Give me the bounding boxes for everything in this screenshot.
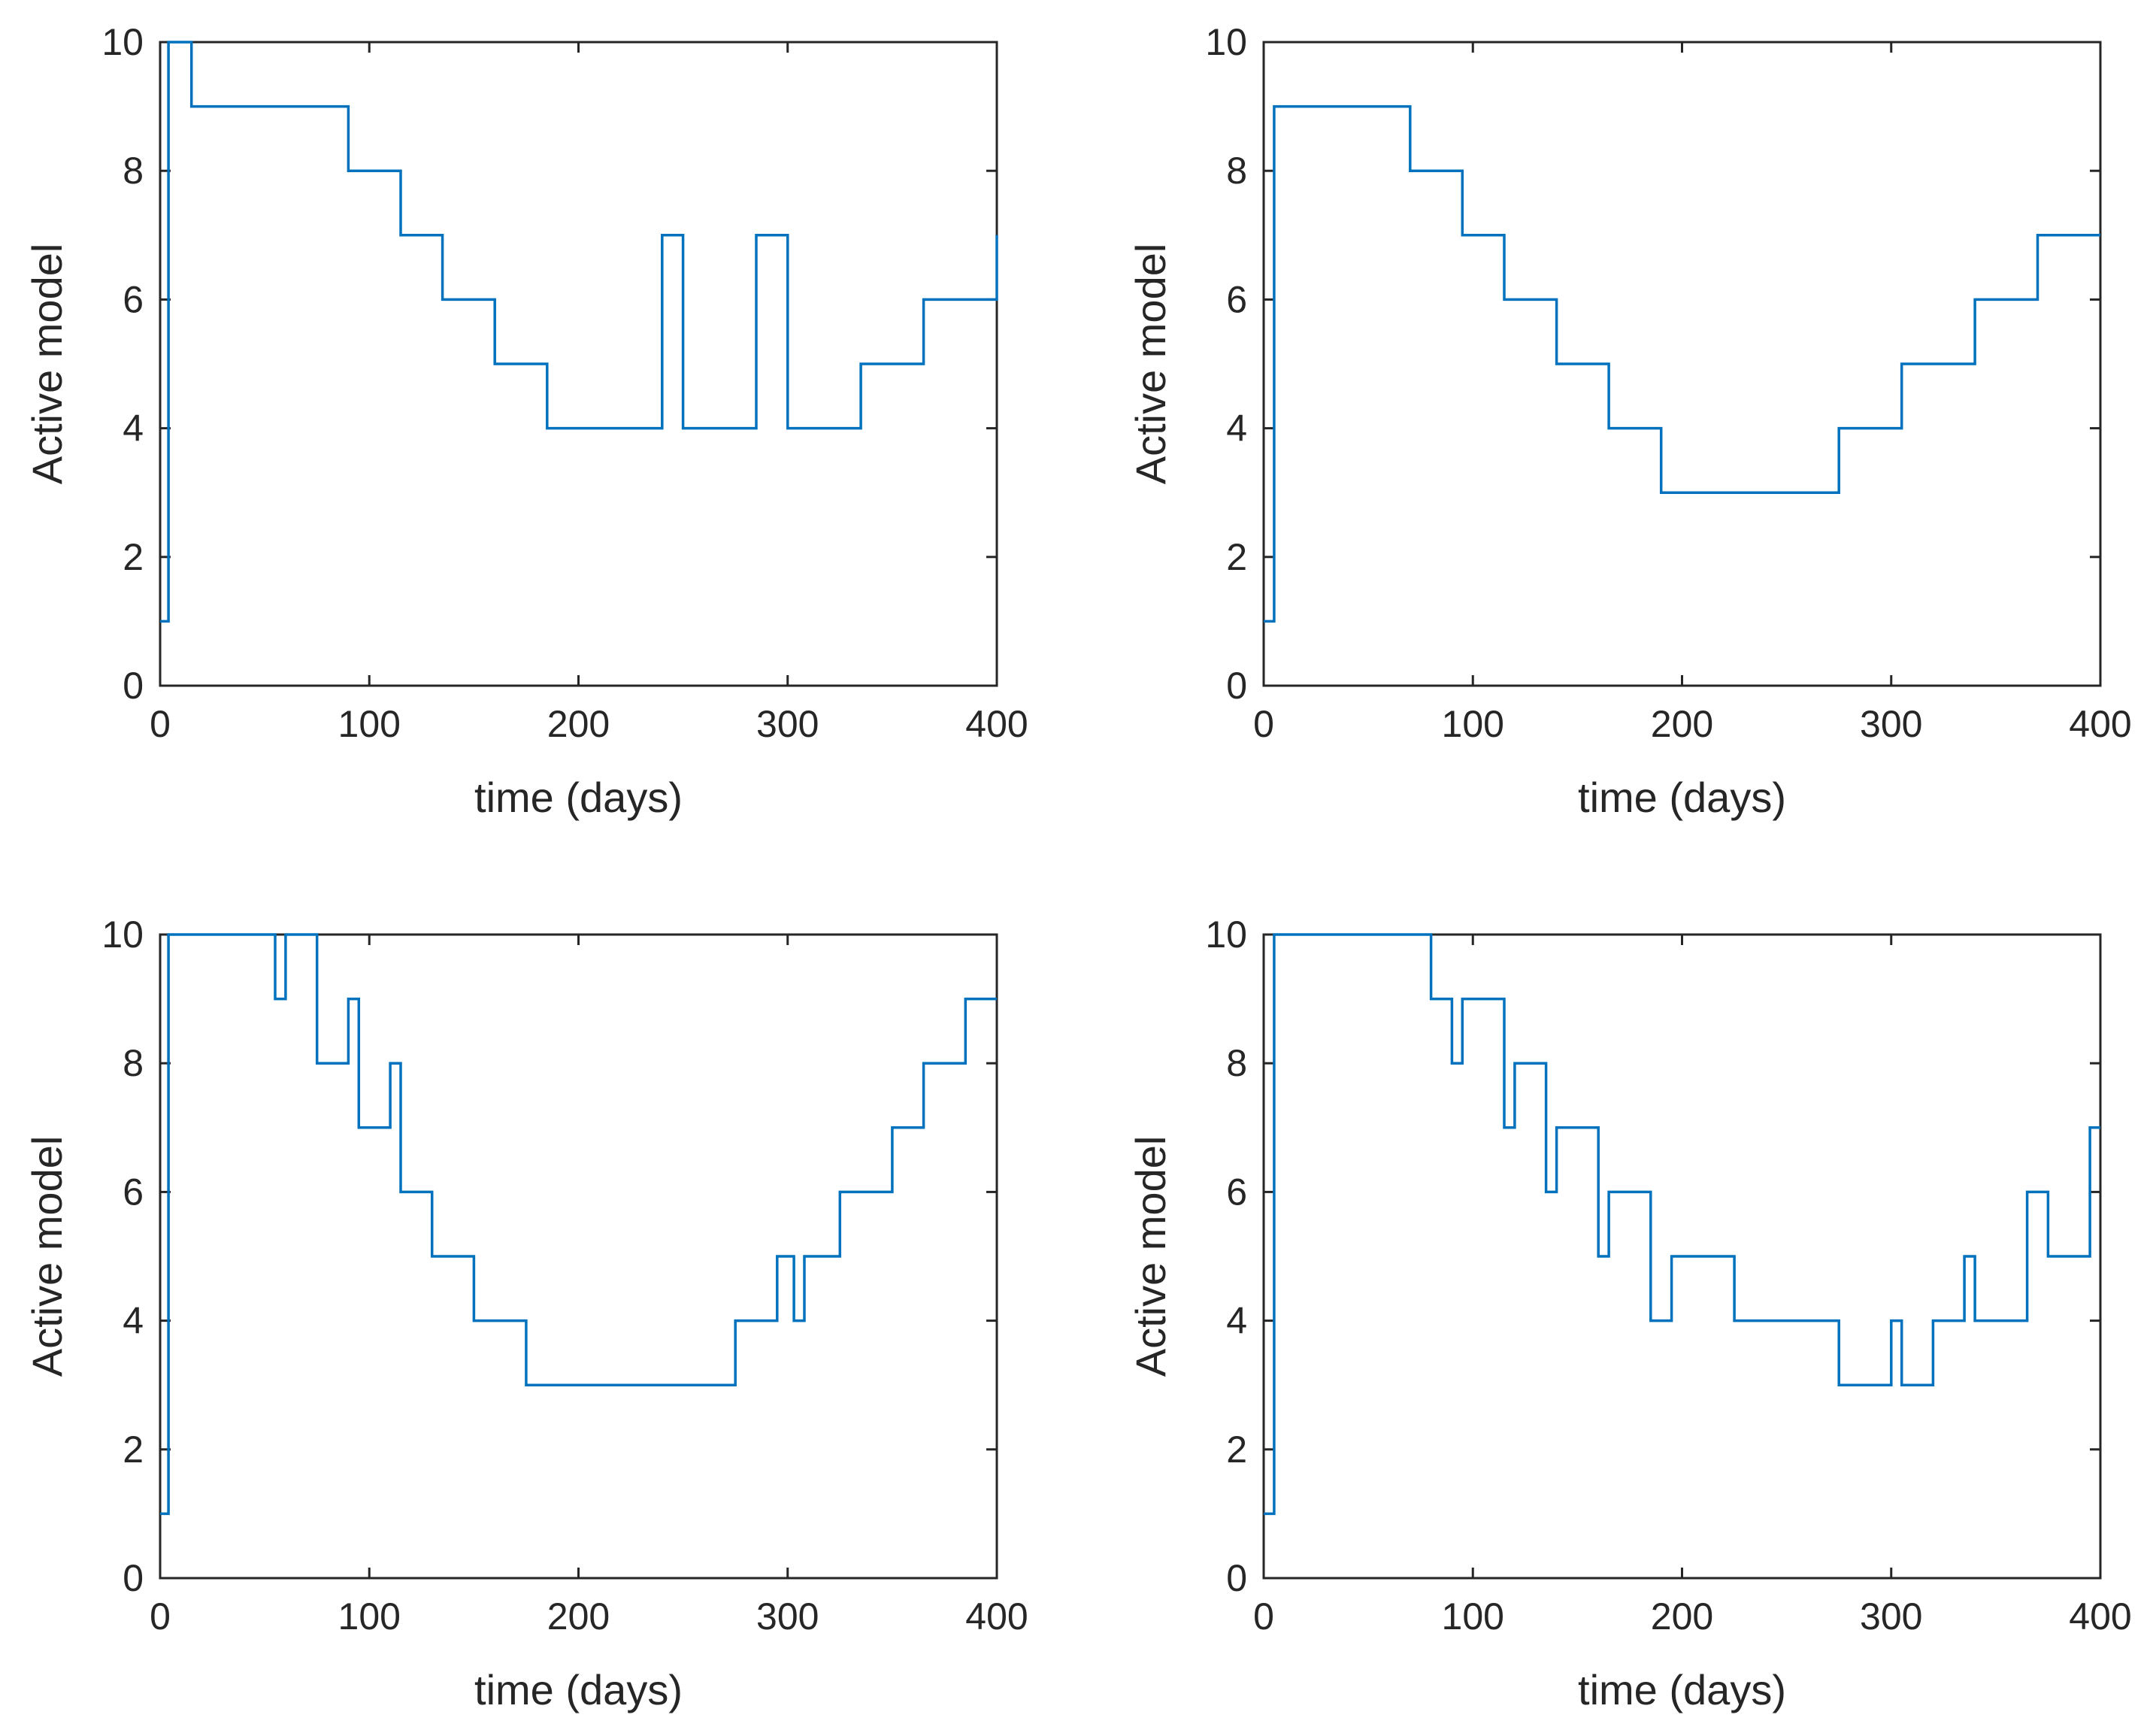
x-axis-label: time (days) xyxy=(474,774,683,821)
active-model-series xyxy=(160,933,997,1516)
y-tick-label: 10 xyxy=(1205,21,1247,63)
y-ticks: 0 2 4 6 8 10 xyxy=(101,913,997,1599)
y-tick-label: 10 xyxy=(101,21,144,63)
y-axis-label: Active model xyxy=(23,244,71,485)
y-axis-label: Active model xyxy=(1127,244,1174,485)
y-tick-label: 8 xyxy=(1226,150,1247,192)
x-ticks: 0 100 200 300 400 xyxy=(150,935,1028,1638)
x-tick-label: 300 xyxy=(756,1595,819,1638)
y-tick-label: 0 xyxy=(123,665,144,707)
active-model-series xyxy=(1264,933,2100,1516)
x-axis-label: time (days) xyxy=(1578,774,1786,821)
y-tick-label: 6 xyxy=(123,278,144,320)
x-tick-label: 100 xyxy=(338,703,401,745)
x-axis-label: time (days) xyxy=(1578,1666,1786,1713)
subplot-top-right: 0 2 4 6 8 10 0 100 200 300 400 time (days) Active… xyxy=(1127,21,2132,821)
y-tick-label: 4 xyxy=(1226,1300,1247,1342)
subplot-bottom-right: 0 2 4 6 8 10 0 100 200 300 400 time (days) Active… xyxy=(1127,913,2132,1713)
subplot-bottom-left: 0 2 4 6 8 10 0 100 200 300 400 time (days) Active… xyxy=(23,913,1028,1713)
x-tick-label: 200 xyxy=(547,703,610,745)
x-tick-label: 400 xyxy=(2069,1595,2131,1638)
x-tick-label: 100 xyxy=(1442,1595,1504,1638)
y-tick-label: 2 xyxy=(123,536,144,578)
y-tick-label: 4 xyxy=(1226,407,1247,450)
x-tick-label: 0 xyxy=(150,703,171,745)
y-tick-label: 10 xyxy=(1205,913,1247,956)
x-tick-label: 200 xyxy=(547,1595,610,1638)
x-axis-label: time (days) xyxy=(474,1666,683,1713)
y-tick-label: 6 xyxy=(1226,278,1247,320)
active-model-series xyxy=(160,41,998,623)
x-tick-label: 100 xyxy=(338,1595,401,1638)
x-tick-label: 0 xyxy=(1253,703,1274,745)
y-axis-label: Active model xyxy=(23,1136,71,1377)
y-tick-label: 6 xyxy=(1226,1171,1247,1213)
y-tick-label: 6 xyxy=(123,1171,144,1213)
y-tick-label: 2 xyxy=(1226,536,1247,578)
x-tick-label: 0 xyxy=(150,1595,171,1638)
y-tick-label: 0 xyxy=(123,1557,144,1599)
y-tick-label: 0 xyxy=(1226,665,1247,707)
x-tick-label: 0 xyxy=(1253,1595,1274,1638)
y-tick-label: 4 xyxy=(123,407,144,450)
y-ticks: 0 2 4 6 8 10 xyxy=(1205,913,2100,1599)
y-tick-label: 2 xyxy=(1226,1428,1247,1471)
x-tick-label: 400 xyxy=(965,703,1028,745)
y-ticks: 0 2 4 6 8 10 xyxy=(101,21,997,707)
x-tick-label: 200 xyxy=(1651,1595,1713,1638)
y-tick-label: 2 xyxy=(123,1428,144,1471)
x-tick-label: 100 xyxy=(1442,703,1504,745)
subplot-top-left: 0 2 4 6 8 10 0 100 200 300 400 time (days) Active… xyxy=(23,21,1028,821)
y-ticks: 0 2 4 6 8 10 xyxy=(1205,21,2100,707)
x-ticks: 0 100 200 300 400 xyxy=(1253,935,2132,1638)
x-tick-label: 200 xyxy=(1651,703,1713,745)
x-tick-label: 400 xyxy=(965,1595,1028,1638)
x-ticks: 0 100 200 300 400 xyxy=(150,42,1028,745)
y-tick-label: 10 xyxy=(101,913,144,956)
x-tick-label: 300 xyxy=(1860,1595,1922,1638)
active-model-series xyxy=(1264,105,2100,623)
x-tick-label: 400 xyxy=(2069,703,2131,745)
plot-frame xyxy=(159,933,998,1580)
y-tick-label: 8 xyxy=(123,150,144,192)
x-ticks: 0 100 200 300 400 xyxy=(1253,42,2132,745)
y-tick-label: 8 xyxy=(123,1042,144,1084)
y-tick-label: 0 xyxy=(1226,1557,1247,1599)
y-tick-label: 8 xyxy=(1226,1042,1247,1084)
x-tick-label: 300 xyxy=(1860,703,1922,745)
y-tick-label: 4 xyxy=(123,1300,144,1342)
y-axis-label: Active model xyxy=(1127,1136,1174,1377)
x-tick-label: 300 xyxy=(756,703,819,745)
